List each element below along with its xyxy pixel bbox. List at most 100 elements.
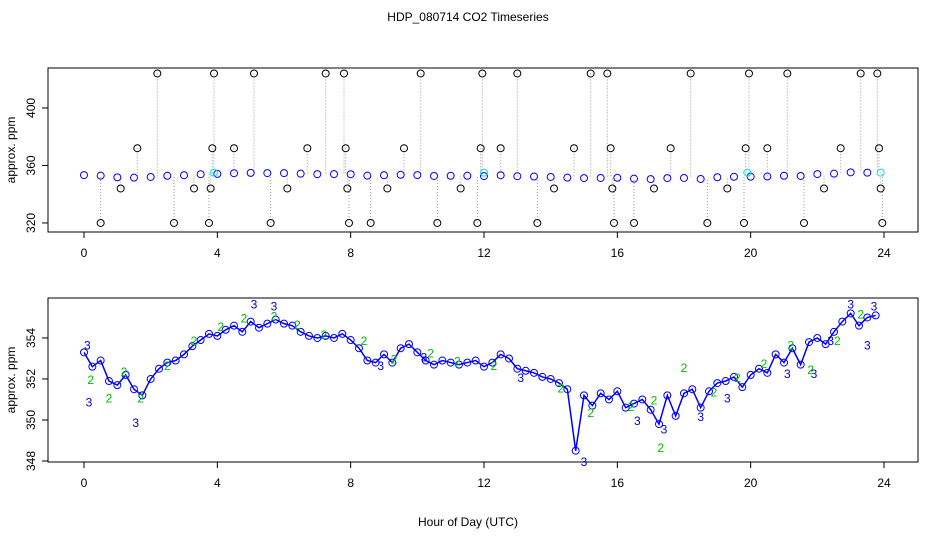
point-label: 2 [857, 308, 864, 322]
point [473, 218, 482, 227]
point [405, 340, 413, 349]
plot-box [47, 67, 919, 233]
point [296, 169, 305, 178]
point [205, 218, 213, 227]
point [563, 385, 572, 394]
y-axis-label: approx. ppm [4, 347, 18, 414]
point [153, 69, 162, 78]
point [206, 184, 215, 193]
point [533, 218, 542, 227]
point [603, 69, 612, 78]
point [413, 348, 422, 357]
point [146, 374, 155, 383]
point [630, 174, 638, 183]
point [80, 348, 88, 357]
point [745, 69, 753, 78]
x-tick-label: 24 [877, 476, 891, 490]
point [446, 171, 455, 180]
point [463, 358, 472, 367]
point [496, 144, 505, 153]
series-line [83, 312, 876, 451]
point-label: 2 [627, 400, 634, 414]
point [796, 171, 805, 180]
point [580, 174, 588, 183]
point-label: 2 [491, 359, 498, 373]
point-label: 2 [137, 392, 144, 406]
point [363, 171, 372, 180]
point [705, 387, 713, 396]
point [96, 356, 105, 365]
point [163, 358, 172, 367]
point [596, 173, 605, 182]
point-label: 2 [657, 441, 664, 455]
point [646, 405, 655, 414]
point [305, 331, 313, 340]
point [550, 184, 558, 193]
point-label: 2 [294, 318, 301, 332]
point [613, 387, 622, 396]
y-tick-label: 320 [24, 213, 38, 233]
point [480, 172, 488, 181]
point [430, 360, 438, 369]
point [230, 169, 238, 178]
point [371, 358, 380, 367]
point [421, 356, 430, 365]
point [80, 171, 88, 180]
point [196, 170, 205, 179]
y-tick-label: 354 [24, 328, 38, 348]
point [875, 144, 883, 153]
point [346, 336, 355, 345]
point [721, 377, 730, 386]
point [263, 319, 272, 328]
point [763, 368, 772, 377]
point [230, 144, 238, 153]
point [446, 358, 455, 367]
point [271, 315, 280, 324]
point [330, 170, 338, 179]
point [605, 395, 613, 404]
point [330, 333, 338, 342]
point-label: 3 [271, 299, 278, 313]
point-label: 3 [581, 455, 588, 469]
point-label: 2 [361, 334, 368, 348]
point-label: 3 [871, 299, 878, 313]
point [188, 342, 197, 351]
y-tick-label: 400 [24, 98, 38, 118]
point-label: 3 [377, 359, 384, 373]
point-label: 2 [271, 310, 278, 324]
point [838, 317, 847, 326]
point [230, 321, 238, 330]
point [608, 184, 617, 193]
point [763, 172, 772, 181]
chart-title: HDP_080714 CO2 Timeseries [387, 10, 548, 24]
x-tick-label: 0 [81, 246, 88, 260]
point [743, 168, 752, 177]
point [741, 144, 750, 153]
x-tick-label: 4 [214, 476, 221, 490]
point [513, 172, 522, 181]
point-label: 2 [321, 328, 328, 342]
point [650, 184, 658, 193]
point [383, 184, 392, 193]
point [246, 317, 255, 326]
point [546, 374, 555, 383]
point [513, 364, 522, 373]
point [646, 175, 655, 184]
point [530, 172, 538, 181]
point [340, 69, 348, 78]
point [846, 168, 855, 177]
point [343, 184, 352, 193]
point [366, 218, 375, 227]
point [830, 169, 838, 178]
point [400, 144, 408, 153]
point [763, 144, 772, 153]
point [238, 327, 247, 336]
point [663, 174, 672, 183]
point [696, 403, 705, 412]
x-tick-label: 24 [877, 246, 891, 260]
point-label: 2 [681, 361, 688, 375]
point [666, 144, 675, 153]
point [805, 338, 813, 347]
point [871, 311, 880, 320]
point [606, 144, 615, 153]
